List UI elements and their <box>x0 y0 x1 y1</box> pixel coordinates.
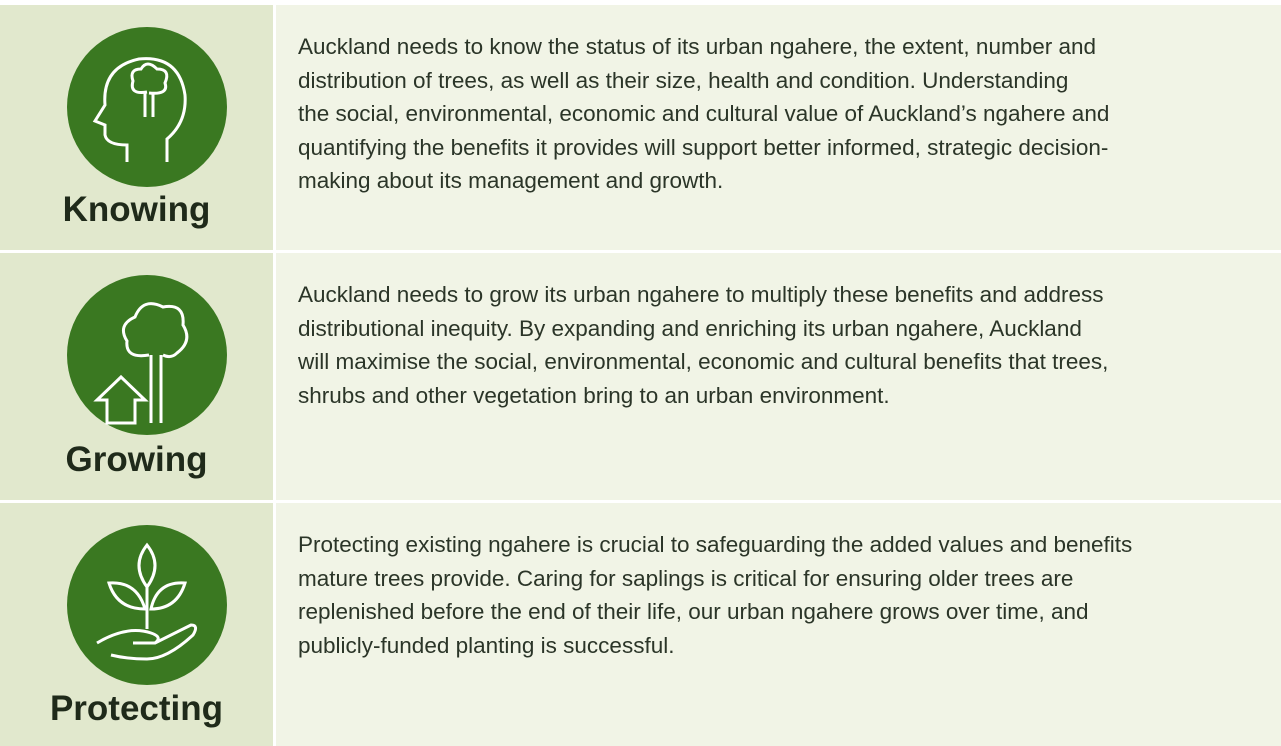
row: Knowing Auckland needs to know the statu… <box>0 5 1281 250</box>
row-label: Protecting <box>49 689 224 728</box>
row-label: Knowing <box>62 190 211 229</box>
text-line: distributional inequity. By expanding an… <box>298 315 1082 341</box>
row-text-cell <box>276 253 1281 500</box>
text-line: will maximise the social, environmental,… <box>298 349 1109 374</box>
text-line: replenished before the end of their life… <box>298 599 1089 624</box>
row-label-cell: Knowing <box>0 5 273 250</box>
text-line: making about its management and growth. <box>298 168 724 193</box>
row-text: Auckland needs to grow its urban ngahere… <box>298 278 1108 412</box>
text-line: quantifying the benefits it provides wil… <box>298 134 1109 160</box>
row-text-cell <box>276 503 1281 746</box>
row: Growing Auckland needs to grow its urban… <box>0 253 1281 500</box>
row-label-cell: Growing <box>0 253 273 500</box>
row: Protecting Protecting existing ngahere i… <box>0 503 1281 746</box>
row-text: Protecting existing ngahere is crucial t… <box>298 528 1132 662</box>
row-label-cell: Protecting <box>0 503 273 746</box>
row-text-cell <box>276 5 1281 250</box>
text-line: mature trees provide. Caring for sapling… <box>298 565 1074 591</box>
icon-knowing <box>67 27 227 187</box>
icon-protecting <box>67 525 227 685</box>
text-line: distribution of trees, as well as their … <box>298 67 1069 93</box>
text-line: Protecting existing ngahere is crucial t… <box>298 532 1133 557</box>
row-label: Growing <box>65 440 208 479</box>
text-line: publicly-funded planting is successful. <box>298 632 675 658</box>
text-line: Auckland needs to know the status of its… <box>298 34 1097 59</box>
icon-growing <box>67 275 227 435</box>
text-line: shrubs and other vegetation bring to an … <box>298 382 890 408</box>
text-line: the social, environmental, economic and … <box>298 101 1110 126</box>
text-line: Auckland needs to grow its urban ngahere… <box>298 282 1104 307</box>
row-text: Auckland needs to know the status of its… <box>298 30 1109 198</box>
